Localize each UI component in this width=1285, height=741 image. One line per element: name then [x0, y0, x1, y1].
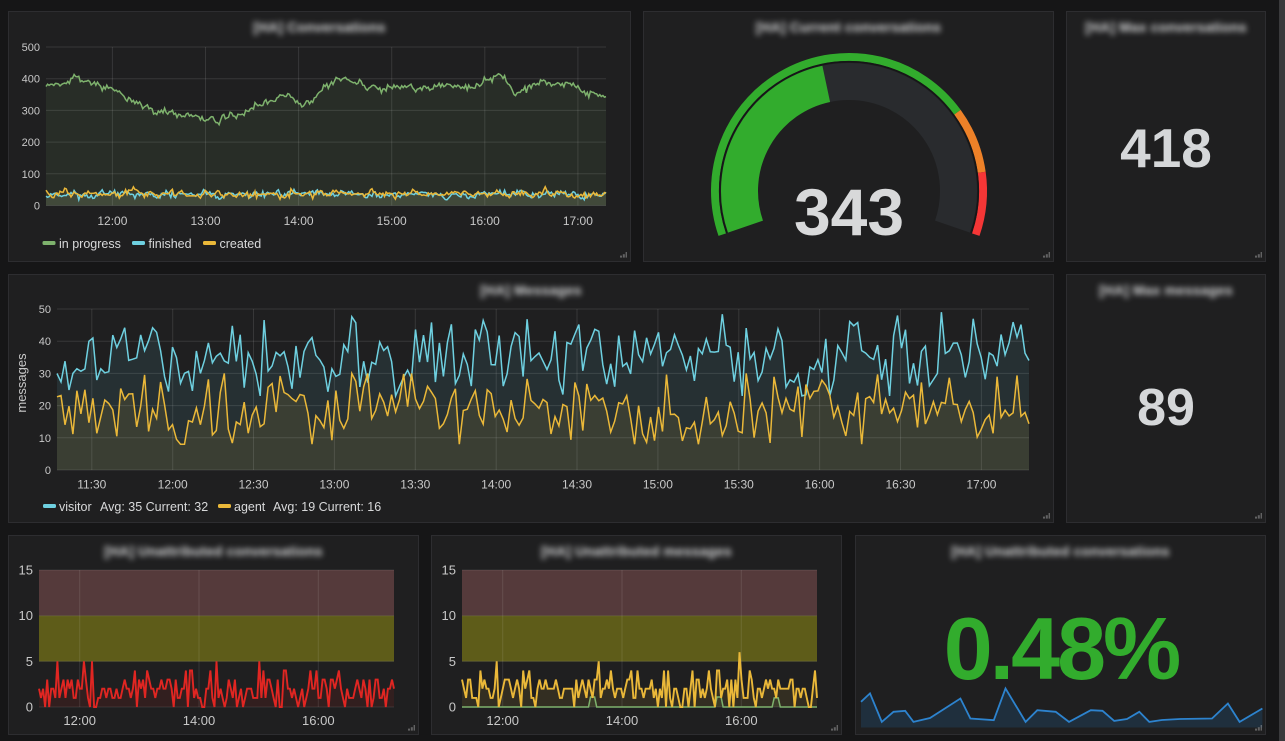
svg-text:16:00: 16:00 [725, 713, 758, 728]
svg-text:30: 30 [39, 368, 51, 380]
svg-text:16:00: 16:00 [302, 713, 335, 728]
svg-text:17:00: 17:00 [563, 214, 593, 228]
svg-text:15:00: 15:00 [377, 214, 407, 228]
svg-text:14:30: 14:30 [562, 478, 592, 492]
svg-text:agent: agent [234, 500, 266, 514]
svg-text:messages: messages [14, 353, 29, 413]
svg-text:Avg: 35 Current: 32: Avg: 35 Current: 32 [100, 500, 208, 514]
svg-text:14:00: 14:00 [183, 713, 216, 728]
svg-text:40: 40 [39, 336, 51, 348]
svg-text:12:30: 12:30 [238, 478, 268, 492]
svg-text:Avg: 19 Current: 16: Avg: 19 Current: 16 [273, 500, 381, 514]
svg-text:15: 15 [442, 563, 456, 578]
svg-text:100: 100 [22, 169, 40, 181]
svg-text:0: 0 [34, 201, 40, 213]
svg-text:created: created [220, 237, 262, 251]
svg-text:in progress: in progress [59, 237, 121, 251]
svg-text:finished: finished [149, 237, 192, 251]
svg-text:300: 300 [22, 105, 40, 117]
svg-text:16:30: 16:30 [885, 478, 915, 492]
svg-text:14:00: 14:00 [481, 478, 511, 492]
svg-text:20: 20 [39, 401, 51, 413]
svg-text:11:30: 11:30 [77, 478, 106, 492]
svg-text:16:00: 16:00 [470, 214, 500, 228]
svg-text:13:30: 13:30 [400, 478, 430, 492]
svg-text:16:00: 16:00 [805, 478, 835, 492]
svg-text:visitor: visitor [59, 500, 92, 514]
svg-text:14:00: 14:00 [606, 713, 639, 728]
svg-text:12:00: 12:00 [63, 713, 96, 728]
svg-text:13:00: 13:00 [190, 214, 220, 228]
svg-text:0: 0 [449, 700, 456, 715]
svg-text:0: 0 [45, 465, 51, 477]
svg-text:5: 5 [449, 654, 456, 669]
svg-text:12:00: 12:00 [97, 214, 127, 228]
svg-text:50: 50 [39, 304, 51, 316]
svg-text:15: 15 [19, 563, 33, 578]
svg-text:10: 10 [19, 608, 33, 623]
svg-text:500: 500 [22, 42, 40, 54]
svg-text:12:00: 12:00 [486, 713, 519, 728]
svg-text:0.48%: 0.48% [944, 599, 1179, 698]
svg-text:15:30: 15:30 [724, 478, 754, 492]
svg-text:13:00: 13:00 [319, 478, 349, 492]
svg-text:17:00: 17:00 [966, 478, 996, 492]
svg-text:343: 343 [794, 175, 904, 249]
svg-text:14:00: 14:00 [284, 214, 314, 228]
svg-text:15:00: 15:00 [643, 478, 673, 492]
svg-text:200: 200 [22, 137, 40, 149]
svg-text:0: 0 [26, 700, 33, 715]
svg-text:12:00: 12:00 [158, 478, 188, 492]
svg-text:5: 5 [26, 654, 33, 669]
svg-text:400: 400 [22, 74, 40, 86]
svg-text:10: 10 [39, 433, 51, 445]
svg-text:10: 10 [442, 608, 456, 623]
